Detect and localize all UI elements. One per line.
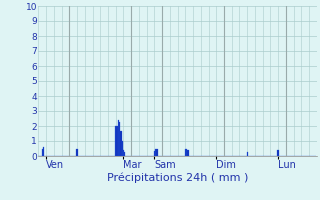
Bar bbox=[277, 150, 279, 156]
X-axis label: Précipitations 24h ( mm ): Précipitations 24h ( mm ) bbox=[107, 173, 248, 183]
Bar bbox=[120, 130, 122, 156]
Bar bbox=[156, 148, 158, 156]
Bar bbox=[124, 152, 125, 156]
Bar bbox=[155, 148, 156, 156]
Bar bbox=[123, 150, 124, 156]
Bar bbox=[122, 141, 123, 156]
Bar bbox=[42, 148, 43, 156]
Bar bbox=[154, 151, 155, 156]
Bar bbox=[187, 150, 188, 156]
Bar bbox=[76, 148, 78, 156]
Bar bbox=[185, 148, 186, 156]
Bar bbox=[186, 148, 187, 156]
Bar bbox=[116, 126, 118, 156]
Bar bbox=[118, 120, 119, 156]
Bar bbox=[115, 126, 116, 156]
Bar bbox=[43, 147, 44, 156]
Bar bbox=[246, 152, 248, 156]
Bar bbox=[119, 121, 120, 156]
